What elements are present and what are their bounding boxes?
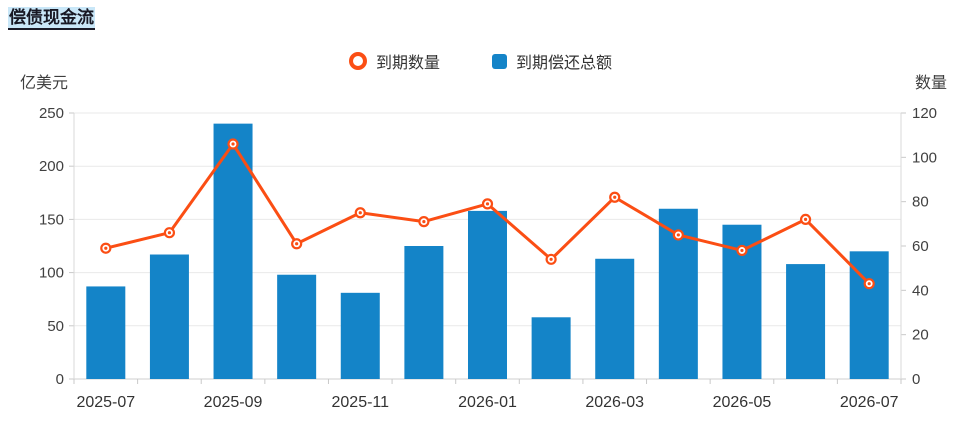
left-axis-unit: 亿美元 [20,75,69,92]
bar-2025-08[interactable] [149,254,189,379]
right-axis-tick-label: 120 [912,105,937,122]
line-marker-dot [867,282,871,286]
line-marker-dot [613,195,617,199]
bar-2026-02[interactable] [531,317,571,379]
left-axis-tick-label: 200 [39,158,64,175]
line-marker-dot [422,220,426,224]
left-axis-tick-label: 150 [39,211,64,228]
bar-series-marker-icon [492,53,507,69]
bar-2025-07[interactable] [86,286,126,379]
x-axis-tick-label: 2025-11 [332,394,390,411]
bar-2026-01[interactable] [468,210,507,379]
left-axis-tick-label: 0 [56,371,64,388]
line-marker-dot [485,202,490,206]
bar-2025-10[interactable] [277,274,317,379]
right-axis-tick-label: 60 [912,238,929,255]
x-axis-tick-label: 2025-07 [76,394,135,411]
line-marker-dot [740,248,744,253]
bar-2026-03[interactable] [595,258,635,379]
legend-label-maturity-count: 到期数量 [375,55,440,72]
bar-2025-11[interactable] [340,292,380,379]
x-axis-tick-label: 2026-03 [585,394,644,411]
line-marker-dot [549,257,553,261]
bar-2025-12[interactable] [404,246,444,379]
line-marker-dot [167,231,172,235]
line-marker-dot [231,142,235,146]
x-axis-tick-label: 2026-05 [713,394,772,411]
line-marker-dot [104,246,108,250]
line-series-marker-icon [348,52,367,70]
legend-item-maturity-count[interactable]: 到期数量 [348,49,440,73]
legend-label-repayment-total: 到期偿还总额 [516,55,613,72]
left-axis-tick-label: 250 [39,105,64,122]
bar-2026-06[interactable] [786,264,826,379]
line-marker-dot [803,217,808,221]
right-axis-tick-label: 80 [912,194,929,211]
legend-item-repayment-total[interactable]: 到期偿还总额 [492,49,612,73]
legend: 到期数量 到期偿还总额 [0,49,961,73]
right-axis-unit: 数量 [914,75,947,92]
right-axis-tick-label: 0 [912,371,920,388]
right-axis-tick-label: 20 [912,327,929,344]
x-axis-tick-label: 2026-07 [840,394,899,411]
left-axis-tick-label: 50 [47,318,64,335]
x-axis-tick-label: 2026-01 [458,394,517,411]
right-axis-tick-label: 40 [912,282,929,299]
line-marker-dot [676,233,680,237]
left-axis-tick-label: 100 [39,265,64,282]
x-axis-tick-label: 2025-09 [204,394,263,411]
line-marker-dot [295,242,299,246]
page-title: 偿债现金流 [8,7,95,30]
right-axis-tick-label: 100 [912,149,937,166]
line-marker-dot [358,211,362,215]
